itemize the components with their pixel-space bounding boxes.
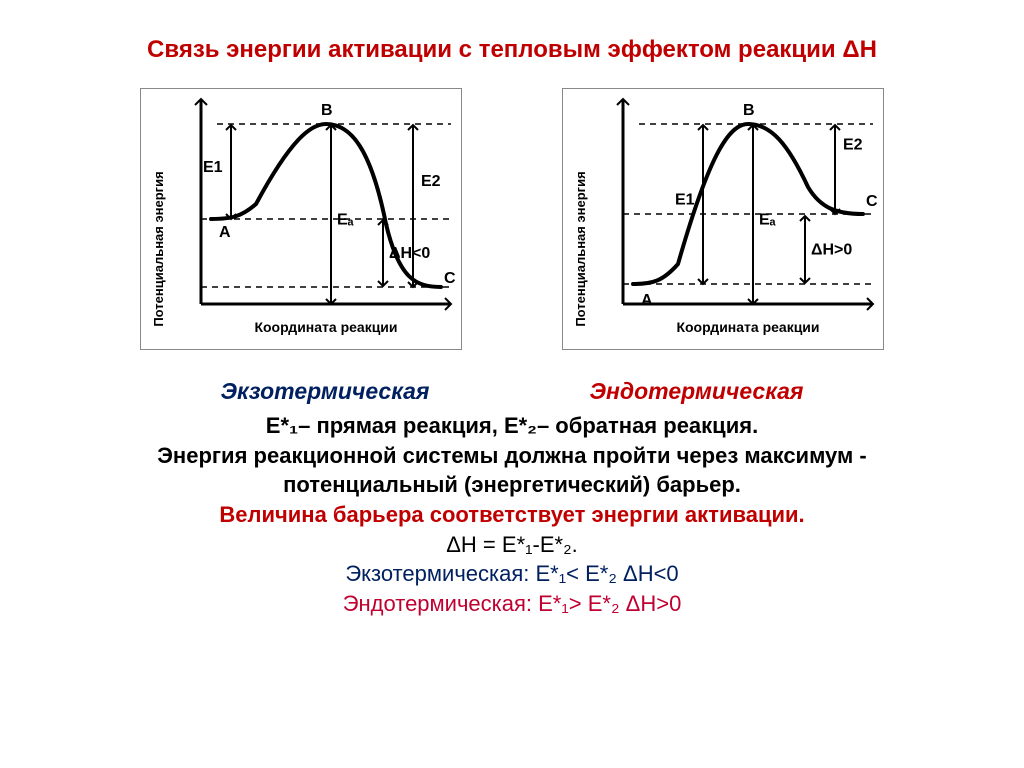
- chart-endo-svg: Потенциальная энергия Координата реакции А…: [563, 89, 883, 349]
- svg-text:ΔH>0: ΔH>0: [811, 242, 852, 259]
- chart-endothermic: Потенциальная энергия Координата реакции А…: [562, 88, 884, 350]
- svg-text:E2: E2: [843, 137, 863, 154]
- svg-text:А: А: [641, 292, 653, 309]
- svg-text:E2: E2: [421, 173, 441, 190]
- body-text: Е*₁– прямая реакция, Е*₂– обратная реакц…: [0, 411, 1024, 619]
- body-line-7: Эндотермическая: Е*₁> Е*₂ ΔН>0: [0, 589, 1024, 619]
- svg-text:В: В: [321, 102, 333, 119]
- svg-text:С: С: [444, 270, 456, 287]
- subtitles-row: Экзотермическая Эндотермическая: [0, 378, 1024, 405]
- svg-text:E1: E1: [675, 192, 695, 209]
- svg-text:Координата реакции: Координата реакции: [254, 319, 397, 335]
- body-line-6: Экзотермическая: Е*₁< Е*₂ ΔН<0: [0, 559, 1024, 589]
- chart-exo-svg: Потенциальная энергия Координата реакции А…: [141, 89, 461, 349]
- chart-exothermic: Потенциальная энергия Координата реакции А…: [140, 88, 462, 350]
- charts-row: Потенциальная энергия Координата реакции А…: [0, 88, 1024, 350]
- svg-text:С: С: [866, 193, 878, 210]
- subtitle-exo: Экзотермическая: [221, 378, 430, 405]
- svg-text:Eₐ: Eₐ: [337, 212, 354, 229]
- svg-text:Потенциальная энергия: Потенциальная энергия: [573, 171, 588, 326]
- svg-text:В: В: [743, 102, 755, 119]
- slide-container: Связь энергии активации с тепловым эффек…: [0, 0, 1024, 768]
- svg-text:Eₐ: Eₐ: [759, 212, 776, 229]
- svg-text:Координата реакции: Координата реакции: [676, 319, 819, 335]
- subtitle-endo: Эндотермическая: [589, 378, 803, 405]
- svg-text:E1: E1: [203, 159, 223, 176]
- svg-text:ΔH<0: ΔH<0: [389, 245, 430, 262]
- body-line-1: Е*₁– прямая реакция, Е*₂– обратная реакц…: [0, 411, 1024, 441]
- body-line-3: потенциальный (энергетический) барьер.: [0, 470, 1024, 500]
- body-line-2: Энергия реакционной системы должна пройт…: [0, 441, 1024, 471]
- body-line-5: ΔН = Е*₁-Е*₂.: [0, 530, 1024, 560]
- svg-text:Потенциальная энергия: Потенциальная энергия: [151, 171, 166, 326]
- body-line-4: Величина барьера соответствует энергии а…: [0, 500, 1024, 530]
- slide-title: Связь энергии активации с тепловым эффек…: [60, 36, 964, 64]
- svg-text:А: А: [219, 224, 231, 241]
